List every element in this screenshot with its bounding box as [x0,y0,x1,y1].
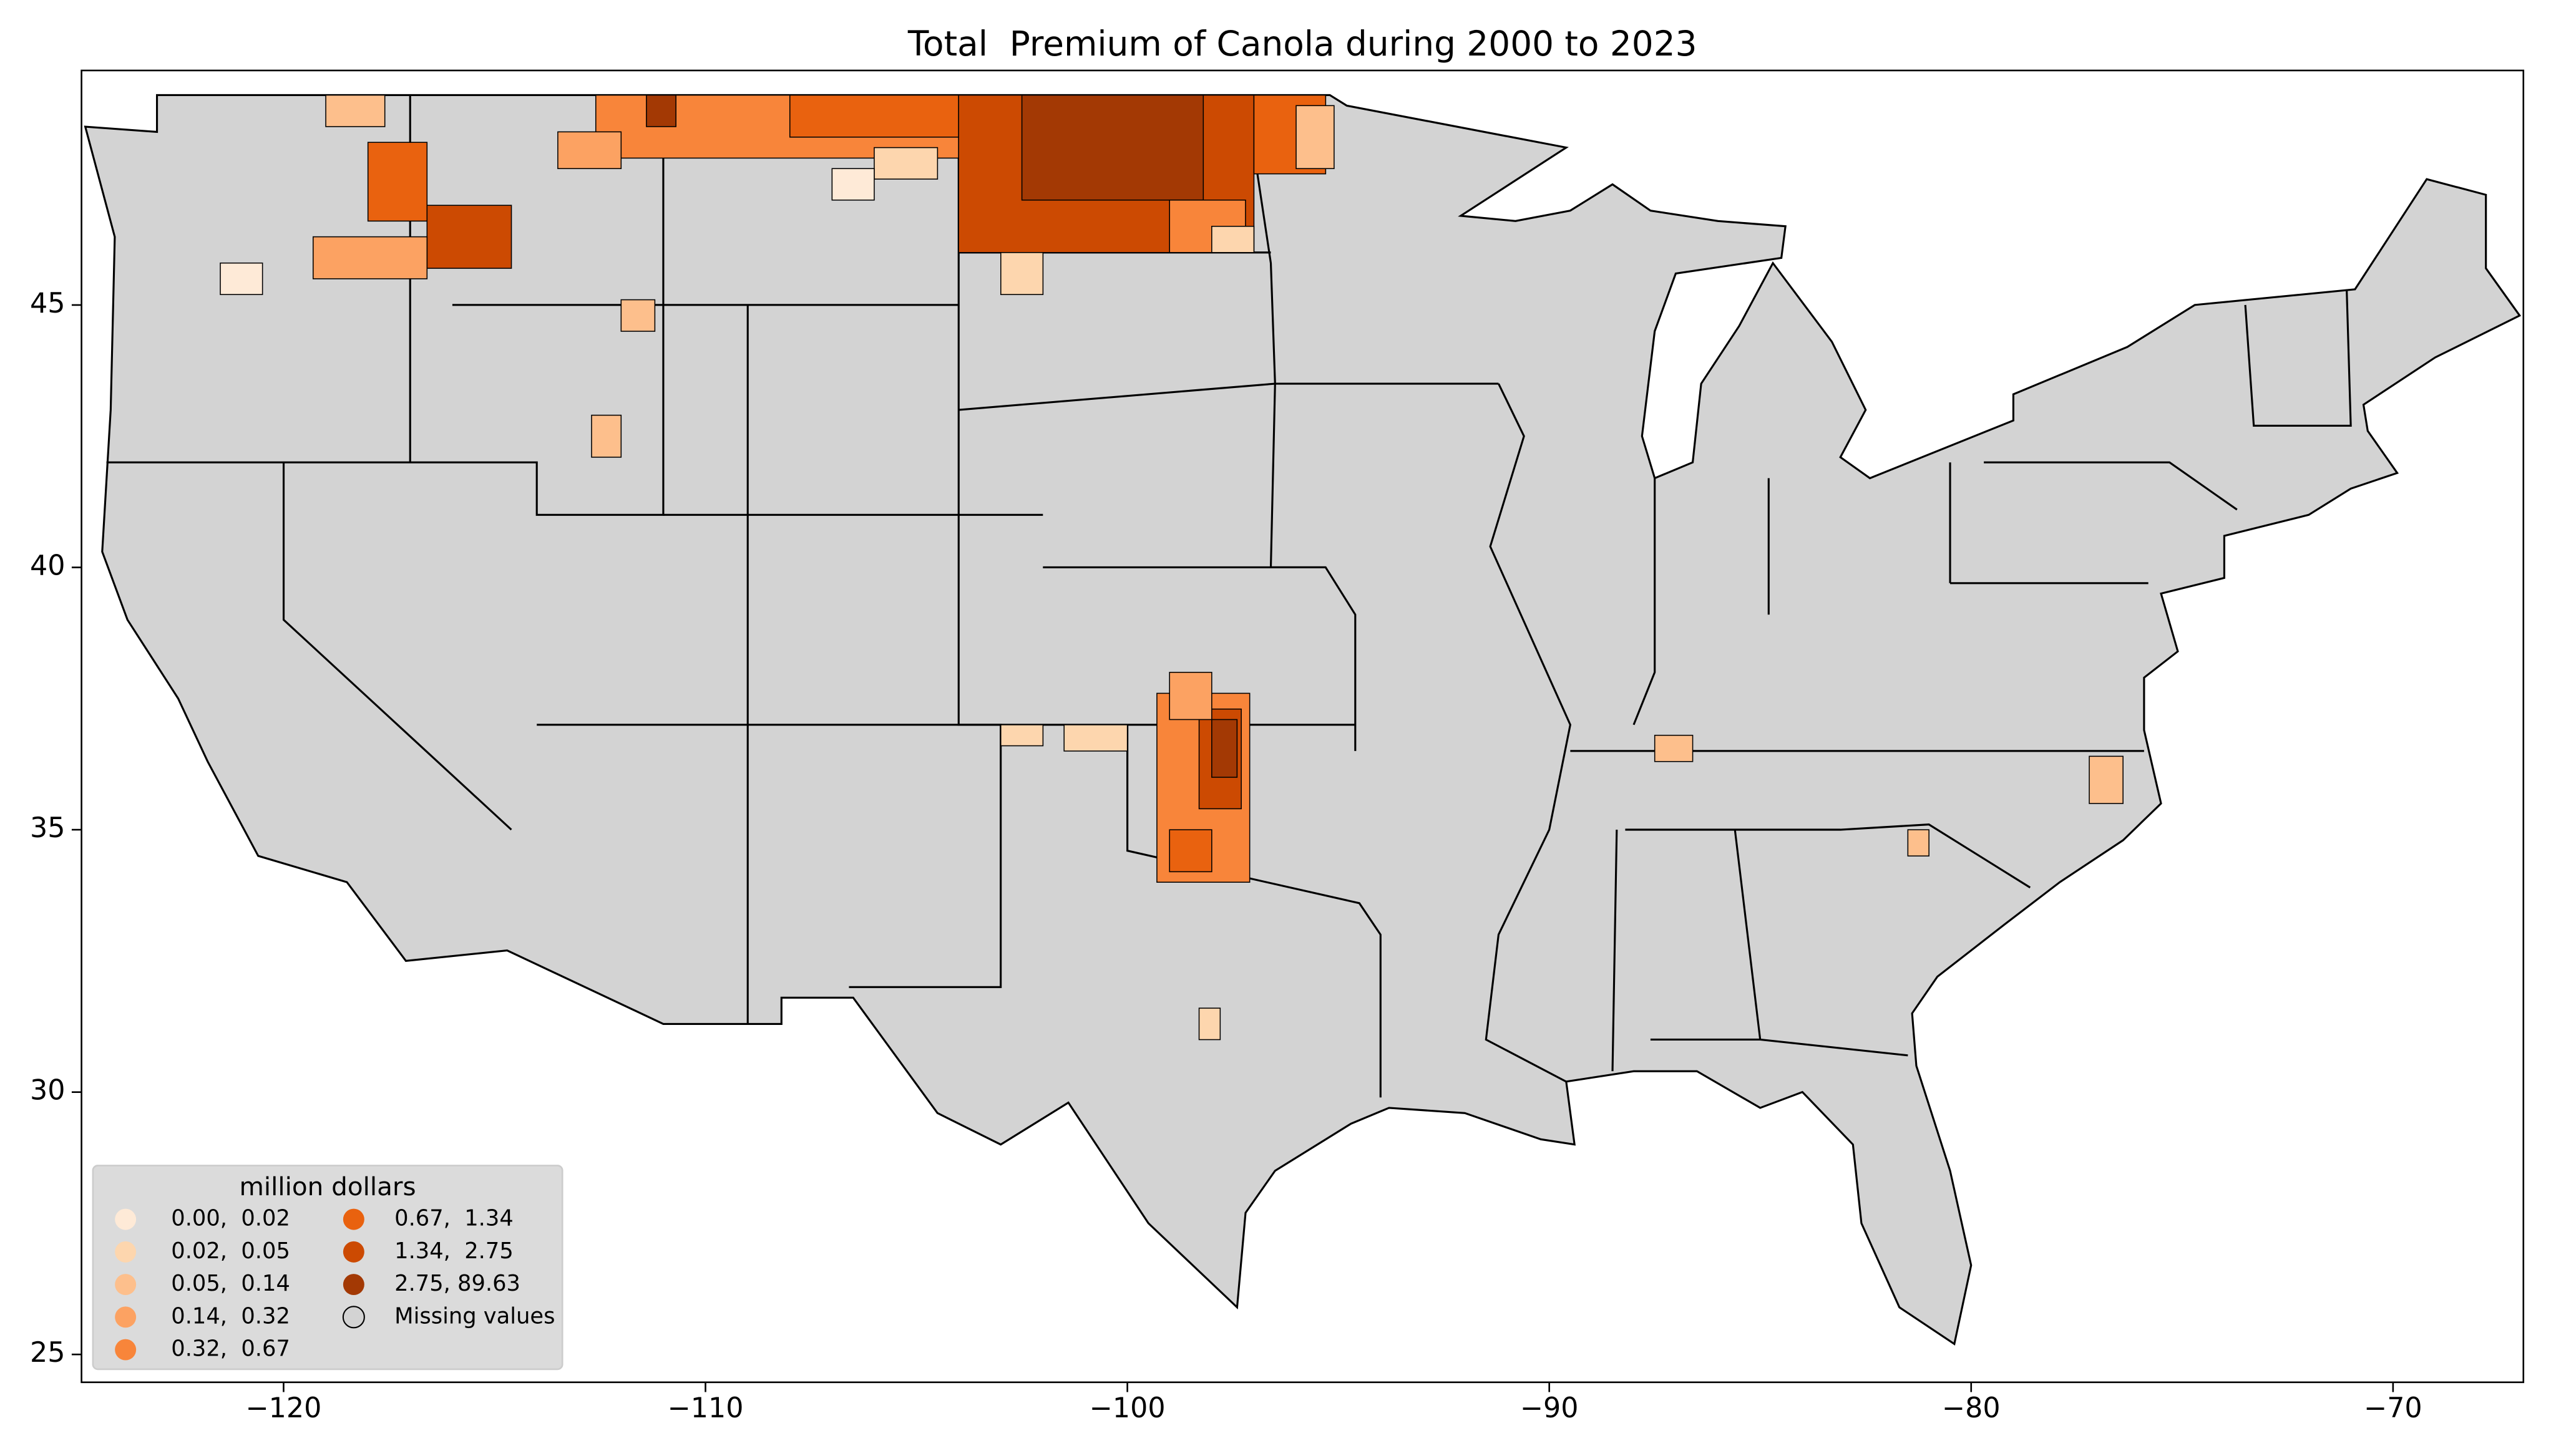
x-tick-label: −90 [1520,1392,1579,1424]
county-cluster [220,262,263,295]
legend-box [92,1165,563,1371]
legend-label: 0.14, 0.32 [171,1303,290,1329]
county-cluster [1295,105,1335,170]
legend-label: 0.02, 0.05 [171,1238,290,1264]
state-border [1126,724,1382,1098]
x-tick-label: −70 [2364,1392,2422,1424]
state-border [106,95,665,516]
legend-marker [343,1208,364,1230]
county-cluster [1063,724,1128,752]
legend-label: 1.34, 2.75 [394,1238,514,1264]
county-cluster [1169,829,1212,873]
county-cluster [789,94,959,138]
legend-marker [115,1208,137,1230]
legend-title: million dollars [239,1172,416,1201]
legend-label: 0.00, 0.02 [171,1206,290,1231]
county-cluster [557,131,622,170]
legend-label: 0.05, 0.14 [171,1271,290,1296]
legend-marker [343,1241,364,1263]
county-cluster [1654,734,1694,762]
map-title: Total Premium of Canola during 2000 to 2… [907,24,1697,64]
legend-label: 0.32, 0.67 [171,1336,290,1362]
county-cluster [1211,225,1255,253]
x-tick-label: −120 [245,1392,321,1424]
county-cluster [312,236,428,279]
y-tick-label: 35 [30,812,66,844]
state-border [958,382,1276,411]
state-border [1760,1038,1908,1057]
county-cluster [1211,719,1238,778]
state-border [1632,478,1656,726]
county-cluster [2089,755,2124,804]
plot-area [84,94,2522,1346]
county-cluster [1021,94,1204,201]
county-cluster [620,299,656,332]
state-border [1485,383,1572,1083]
county-cluster [426,205,512,269]
county-cluster [1169,671,1212,721]
legend-marker [115,1241,137,1263]
axes-frame [80,69,2525,1384]
y-tick-label: 30 [30,1075,66,1107]
y-tick-label: 40 [30,550,66,582]
legend-marker [115,1306,137,1328]
legend-marker [115,1274,137,1296]
county-cluster [874,147,939,180]
legend-marker [342,1306,365,1329]
land [84,94,2522,1346]
county-cluster [591,414,622,458]
y-tick-label: 45 [30,288,66,319]
x-tick-label: −80 [1942,1392,2001,1424]
state-border [2244,289,2352,427]
legend-label: 2.75, 89.63 [394,1271,520,1296]
legend-label: 0.67, 1.34 [394,1206,514,1231]
legend-marker [115,1339,137,1361]
legend: million dollars 0.00, 0.02 0.02, 0.05 0.05,… [92,1165,563,1371]
state-border [282,462,512,831]
y-tick-label: 25 [30,1337,66,1369]
legend-label: Missing values [394,1303,555,1329]
county-cluster [1907,829,1929,857]
county-cluster [367,142,428,222]
state-border [1625,823,2031,889]
x-tick-label: −110 [668,1392,744,1424]
state-border [1611,829,1618,1072]
county-cluster [325,94,386,127]
county-cluster [646,94,676,127]
county-cluster [1000,724,1044,747]
county-cluster [831,168,875,201]
county-cluster [1198,1007,1221,1041]
x-tick-label: −100 [1090,1392,1166,1424]
legend-marker [343,1274,364,1296]
county-cluster [1000,252,1044,295]
state-border [1984,461,2238,511]
